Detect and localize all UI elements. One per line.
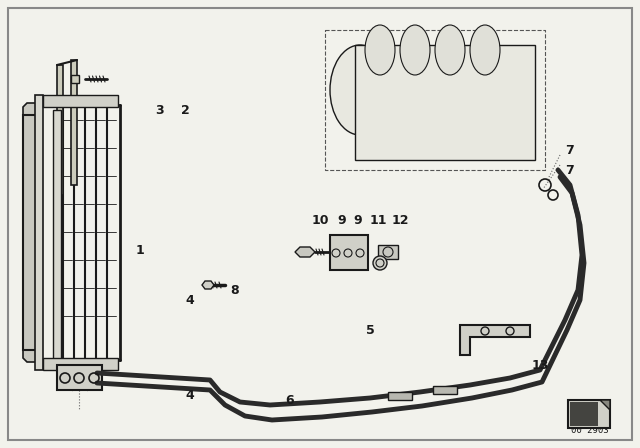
Bar <box>43 95 118 107</box>
Ellipse shape <box>365 25 395 75</box>
Bar <box>43 358 118 370</box>
Bar <box>330 235 368 270</box>
Bar <box>53 110 61 360</box>
Bar <box>71 60 77 185</box>
Text: 4: 4 <box>186 293 195 306</box>
Polygon shape <box>600 400 610 410</box>
Ellipse shape <box>470 25 500 75</box>
Text: 7: 7 <box>566 164 574 177</box>
Text: 9: 9 <box>354 214 362 227</box>
Bar <box>35 95 43 370</box>
Bar <box>378 245 398 259</box>
Text: 1: 1 <box>136 244 145 257</box>
Bar <box>71 75 79 83</box>
Text: 00 2903: 00 2903 <box>571 426 609 435</box>
Text: 7: 7 <box>566 143 574 156</box>
Text: 3: 3 <box>156 103 164 116</box>
Bar <box>568 400 610 428</box>
Polygon shape <box>23 103 37 115</box>
Text: 11: 11 <box>369 214 387 227</box>
Text: 4: 4 <box>186 388 195 401</box>
Text: 12: 12 <box>391 214 409 227</box>
Ellipse shape <box>400 25 430 75</box>
Bar <box>388 392 412 400</box>
Polygon shape <box>460 325 530 355</box>
Text: 5: 5 <box>365 323 374 336</box>
Ellipse shape <box>330 45 390 135</box>
Ellipse shape <box>435 25 465 75</box>
Text: 9: 9 <box>338 214 346 227</box>
Bar <box>57 65 63 195</box>
Polygon shape <box>23 350 37 362</box>
Text: 10: 10 <box>311 214 329 227</box>
Circle shape <box>373 256 387 270</box>
Bar <box>355 45 535 160</box>
Bar <box>570 402 598 426</box>
Polygon shape <box>202 281 214 289</box>
Text: 8: 8 <box>230 284 239 297</box>
Bar <box>57 365 102 390</box>
Bar <box>433 386 457 394</box>
Polygon shape <box>295 247 315 257</box>
Bar <box>23 115 37 350</box>
Text: 13: 13 <box>531 358 548 371</box>
Text: 6: 6 <box>285 393 294 406</box>
Text: 2: 2 <box>180 103 189 116</box>
